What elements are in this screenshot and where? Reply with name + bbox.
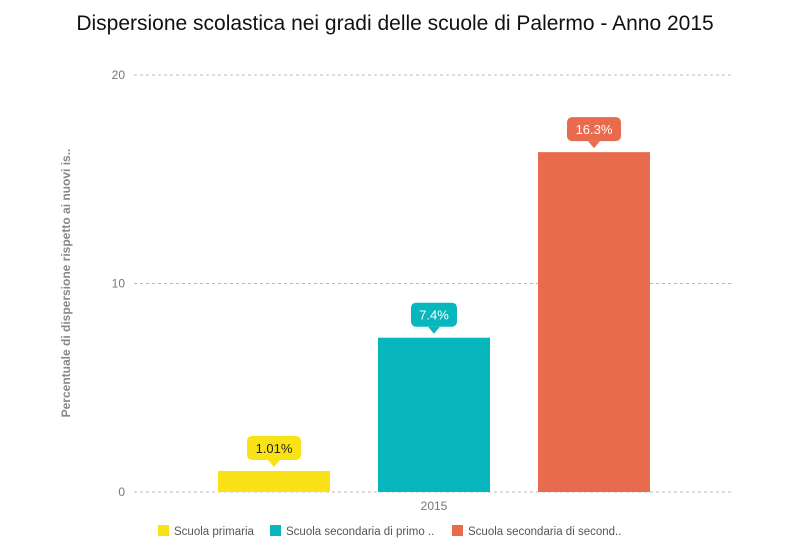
- data-label-box: [567, 117, 621, 142]
- y-axis-label: Percentuale di dispersione rispetto ai n…: [59, 149, 73, 418]
- data-label: 16.3%: [567, 117, 621, 149]
- data-label-pointer: [588, 141, 600, 149]
- data-label-box: [411, 302, 457, 327]
- data-label-text: 16.3%: [576, 122, 613, 137]
- data-label-pointer: [268, 459, 280, 467]
- legend-label: Scuola secondaria di second..: [468, 526, 621, 538]
- bars: [218, 152, 650, 492]
- data-labels: 1.01% 7.4% 16.3%: [247, 117, 621, 467]
- data-label-pointer: [428, 326, 440, 334]
- data-label-text: 7.4%: [419, 308, 449, 323]
- legend-label: Scuola secondaria di primo ..: [286, 526, 434, 538]
- y-tick-label: 0: [118, 485, 125, 499]
- legend-swatch: [270, 525, 281, 536]
- data-label: 7.4%: [411, 302, 457, 334]
- legend-label: Scuola primaria: [174, 526, 254, 538]
- legend: Scuola primaria Scuola secondaria di prim…: [158, 525, 621, 538]
- x-axis-ticks: 2015: [421, 499, 448, 513]
- chart-title: Dispersione scolastica nei gradi delle s…: [76, 12, 713, 35]
- legend-item[interactable]: Scuola primaria: [158, 525, 254, 538]
- x-tick-label: 2015: [421, 499, 448, 513]
- legend-item[interactable]: Scuola secondaria di primo ..: [270, 525, 434, 538]
- y-tick-label: 10: [112, 277, 126, 291]
- data-label-text: 1.01%: [256, 441, 293, 456]
- legend-item[interactable]: Scuola secondaria di second..: [452, 525, 621, 538]
- y-tick-label: 20: [112, 68, 126, 82]
- legend-swatch: [158, 525, 169, 536]
- data-label: 1.01%: [247, 435, 301, 467]
- bar[interactable]: [378, 337, 490, 492]
- legend-swatch: [452, 525, 463, 536]
- bar[interactable]: [218, 470, 330, 492]
- bar[interactable]: [538, 152, 650, 492]
- data-label-box: [247, 435, 301, 460]
- y-axis-ticks: 0 10 20: [112, 68, 126, 499]
